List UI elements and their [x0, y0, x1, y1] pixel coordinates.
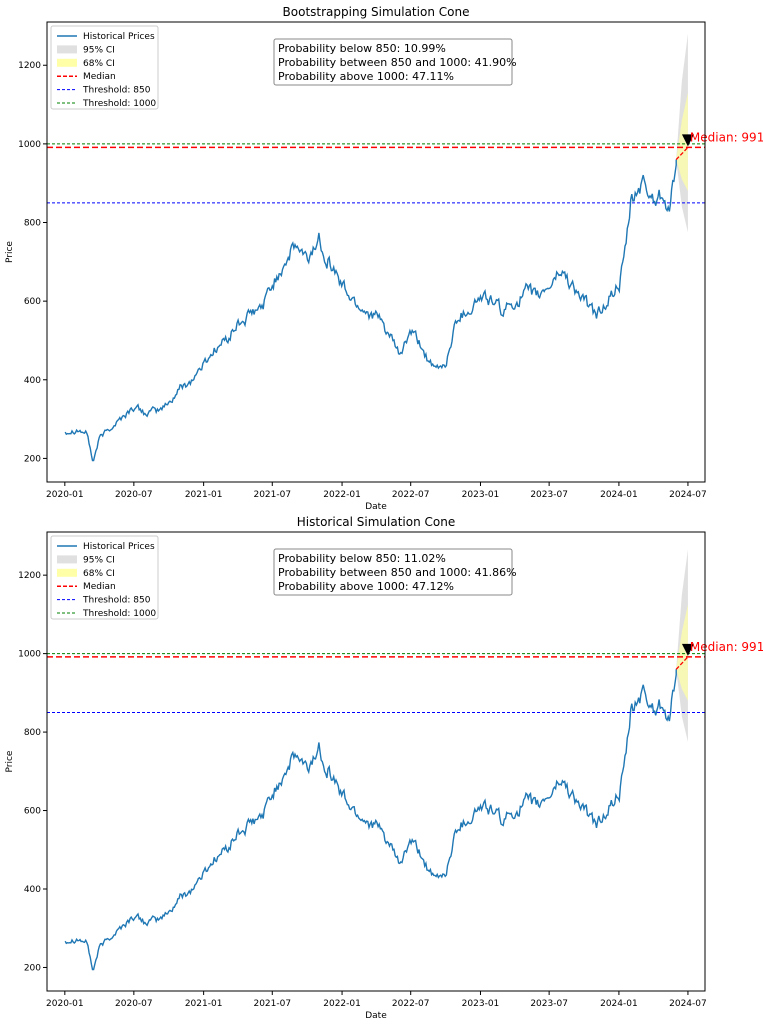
x-tick-label: 2024-01 — [600, 999, 638, 1009]
y-tick-label: 800 — [24, 219, 41, 229]
x-tick-label: 2022-01 — [323, 999, 361, 1009]
plot-area — [47, 33, 705, 462]
x-tick-label: 2021-07 — [253, 490, 291, 500]
y-tick-label: 1200 — [18, 571, 41, 581]
y-axis-label: Price — [5, 241, 15, 263]
x-tick-label: 2020-01 — [46, 490, 84, 500]
legend-label: Median — [83, 582, 116, 592]
x-tick-label: 2021-01 — [185, 490, 223, 500]
legend: Historical Prices 95% CI 68% CI Median Thres… — [50, 535, 159, 620]
legend-swatch — [57, 45, 77, 54]
median-arrow-icon — [681, 643, 694, 656]
median-forecast-line — [675, 656, 689, 670]
y-tick-label: 200 — [24, 963, 41, 973]
stats-box: Probability below 850: 10.99%Probability… — [273, 38, 517, 86]
legend-swatch — [57, 568, 77, 577]
axes-frame — [46, 531, 706, 992]
median-forecast-line — [675, 146, 689, 161]
x-tick-label: 2022-07 — [392, 490, 430, 500]
median-annotation: Median: 991.72 — [690, 640, 763, 654]
x-tick-label: 2024-07 — [669, 999, 707, 1009]
median-arrow-icon — [681, 134, 694, 147]
plot-area — [47, 549, 705, 971]
legend-swatch — [57, 58, 77, 67]
y-tick-label: 1000 — [18, 650, 41, 660]
legend-label: 68% CI — [83, 59, 115, 69]
chart-title: Bootstrapping Simulation Cone — [283, 5, 470, 19]
stats-box: Probability below 850: 11.02%Probability… — [273, 548, 517, 596]
legend-swatch — [57, 555, 77, 564]
x-tick-label: 2023-07 — [530, 999, 568, 1009]
stats-line: Probability above 1000: 47.12% — [278, 580, 454, 593]
y-tick-label: 1000 — [18, 140, 41, 150]
legend-label: Historical Prices — [83, 542, 155, 552]
ci68-band — [676, 92, 688, 192]
historical-simulation-chart: Historical Simulation Cone Median: 991.72… — [5, 515, 763, 1021]
y-tick-label: 200 — [24, 454, 41, 464]
legend-label: 68% CI — [83, 569, 115, 579]
legend-label: Median — [83, 72, 116, 82]
x-tick-label: 2024-01 — [600, 490, 638, 500]
x-tick-label: 2024-07 — [669, 490, 707, 500]
bootstrapping-chart: Bootstrapping Simulation Cone Median: 991… — [5, 5, 763, 512]
legend: Historical Prices 95% CI 68% CI Median Thres… — [50, 25, 159, 110]
chart-title: Historical Simulation Cone — [297, 515, 455, 529]
x-tick-label: 2020-07 — [115, 490, 153, 500]
y-tick-label: 600 — [24, 297, 41, 307]
median-annotation: Median: 991.05 — [690, 130, 763, 144]
y-tick-label: 800 — [24, 728, 41, 738]
historical-prices-line — [64, 669, 677, 971]
x-tick-label: 2021-07 — [253, 999, 291, 1009]
legend-label: Threshold: 1000 — [82, 99, 156, 109]
historical-prices-line — [64, 159, 677, 462]
stats-frame — [273, 548, 513, 596]
x-tick-label: 2022-07 — [392, 999, 430, 1009]
y-tick-label: 400 — [24, 885, 41, 895]
y-tick-label: 400 — [24, 376, 41, 386]
y-axis-label: Price — [5, 750, 15, 772]
x-tick-label: 2023-01 — [462, 490, 500, 500]
legend-box — [50, 25, 159, 110]
legend-label: Threshold: 850 — [82, 596, 151, 606]
x-tick-label: 2022-01 — [323, 490, 361, 500]
stats-line: Probability between 850 and 1000: 41.86% — [278, 566, 517, 579]
legend-label: Threshold: 850 — [82, 86, 151, 96]
ci68-band — [676, 604, 688, 701]
legend-label: 95% CI — [83, 45, 115, 55]
legend-label: 95% CI — [83, 555, 115, 565]
legend-label: Historical Prices — [83, 32, 155, 42]
y-tick-label: 600 — [24, 807, 41, 817]
stats-line: Probability below 850: 10.99% — [278, 42, 446, 55]
legend-box — [50, 535, 159, 620]
stats-line: Probability between 850 and 1000: 41.90% — [278, 56, 517, 69]
stats-line: Probability above 1000: 47.11% — [278, 70, 454, 83]
axes-frame — [46, 21, 706, 483]
x-axis-label: Date — [365, 502, 387, 512]
x-tick-label: 2021-01 — [185, 999, 223, 1009]
x-tick-label: 2023-01 — [462, 999, 500, 1009]
y-tick-label: 1200 — [18, 61, 41, 71]
x-tick-label: 2020-01 — [46, 999, 84, 1009]
x-axis-label: Date — [365, 1011, 387, 1021]
x-tick-label: 2020-07 — [115, 999, 153, 1009]
stats-line: Probability below 850: 11.02% — [278, 552, 446, 565]
stats-frame — [273, 38, 513, 86]
legend-label: Threshold: 1000 — [82, 609, 156, 619]
x-tick-label: 2023-07 — [530, 490, 568, 500]
